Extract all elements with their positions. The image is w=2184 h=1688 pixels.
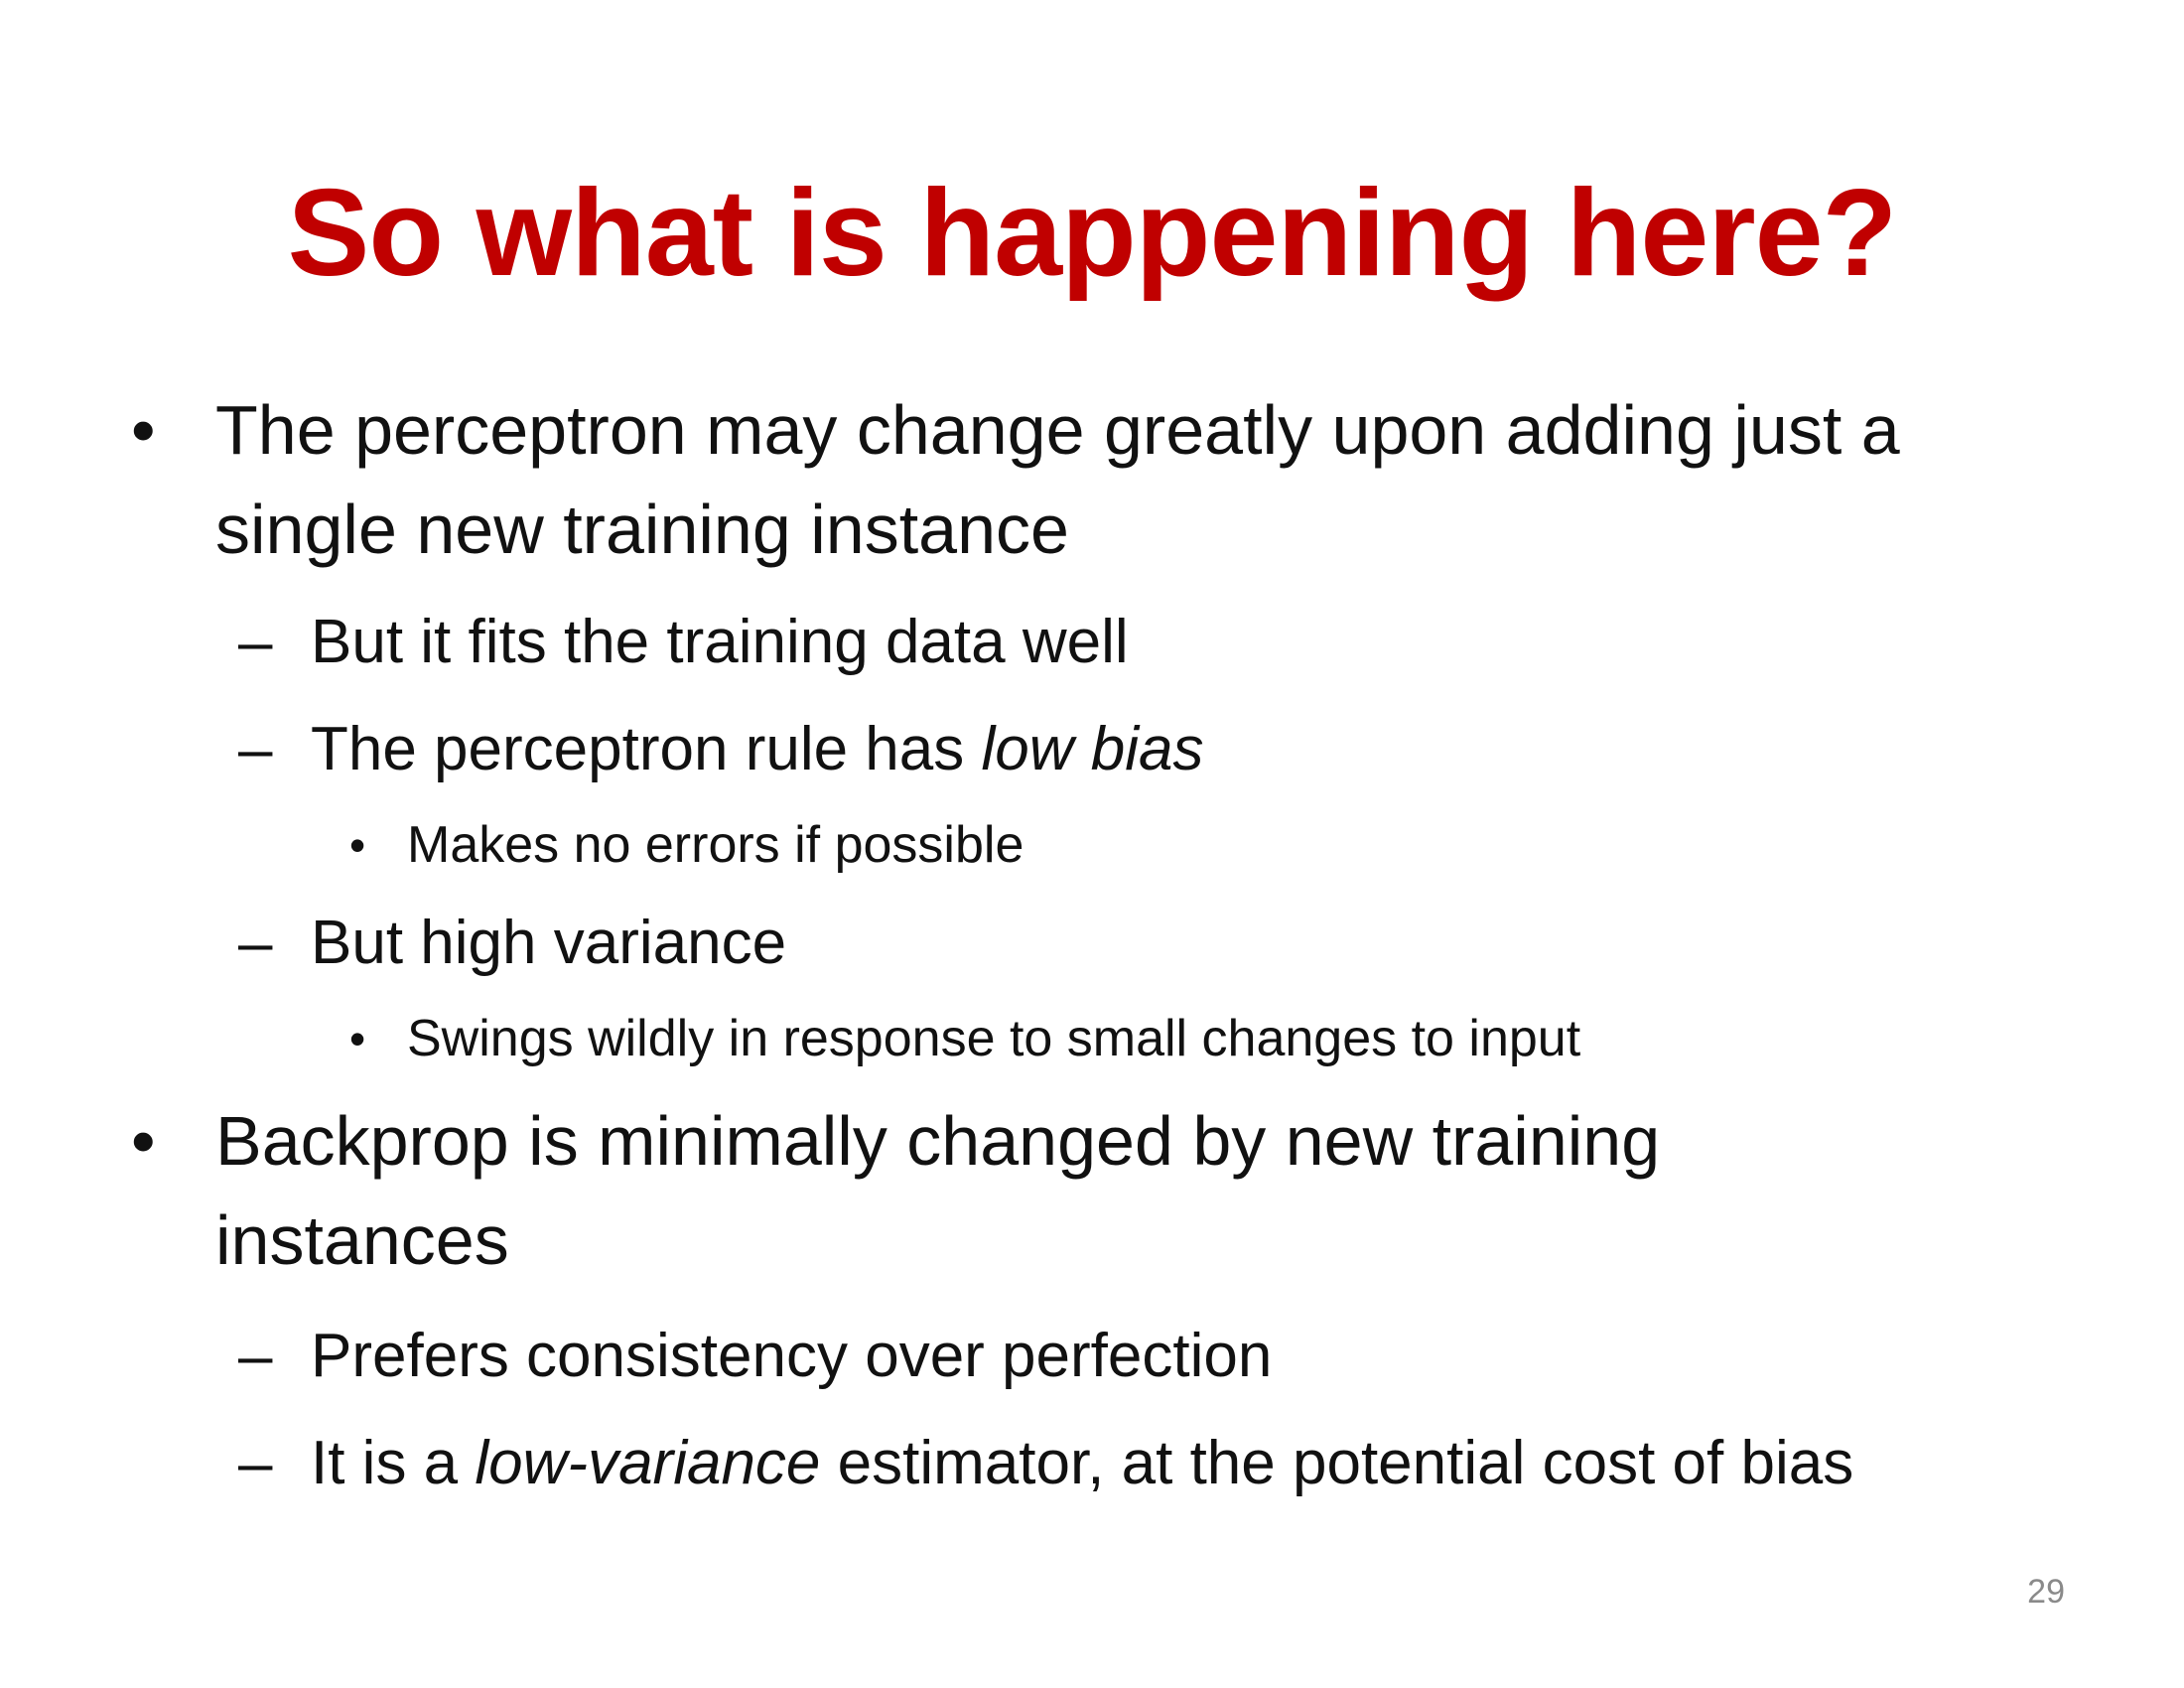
subsubbullet-text: Swings wildly in response to small chang…: [407, 1010, 1581, 1067]
bullet-text-line: The perceptron may change greatly upon a…: [215, 391, 1900, 469]
subbullet-text-part: estimator, at the potential cost of bias: [820, 1429, 1854, 1497]
dash-marker: –: [238, 1322, 273, 1390]
bullet-text-line: Backprop is minimally changed by new tra…: [215, 1102, 1661, 1180]
emphasis-low-variance: low-variance: [475, 1429, 821, 1497]
bullet-marker: •: [349, 819, 366, 871]
page-number: 29: [2027, 1573, 2065, 1611]
subbullet-text: The perceptron rule has low bias: [311, 710, 1204, 789]
subbullet-text: But high variance: [311, 909, 787, 977]
bullet-marker: •: [349, 1013, 366, 1064]
bullet-text-line: single new training instance: [215, 491, 1069, 568]
subbullet-text-part: It is a: [311, 1429, 476, 1497]
dash-marker: –: [238, 909, 273, 977]
subsubbullet-text: Makes no errors if possible: [407, 816, 1024, 874]
subbullet-text: It is a low-variance estimator, at the p…: [311, 1424, 1853, 1503]
bullet-text-line: instances: [215, 1201, 509, 1279]
dash-marker: –: [238, 608, 273, 676]
bullet-marker: •: [131, 1102, 156, 1180]
bullet-marker: •: [131, 391, 156, 469]
subbullet-text: Prefers consistency over perfection: [311, 1322, 1273, 1390]
subbullet-text: But it fits the training data well: [311, 608, 1129, 676]
emphasis-low-bias: low bias: [981, 715, 1204, 783]
slide-title: So what is happening here?: [287, 165, 1898, 302]
dash-marker: –: [238, 715, 273, 783]
subbullet-text-part: The perceptron rule has: [311, 715, 982, 783]
dash-marker: –: [238, 1429, 273, 1497]
